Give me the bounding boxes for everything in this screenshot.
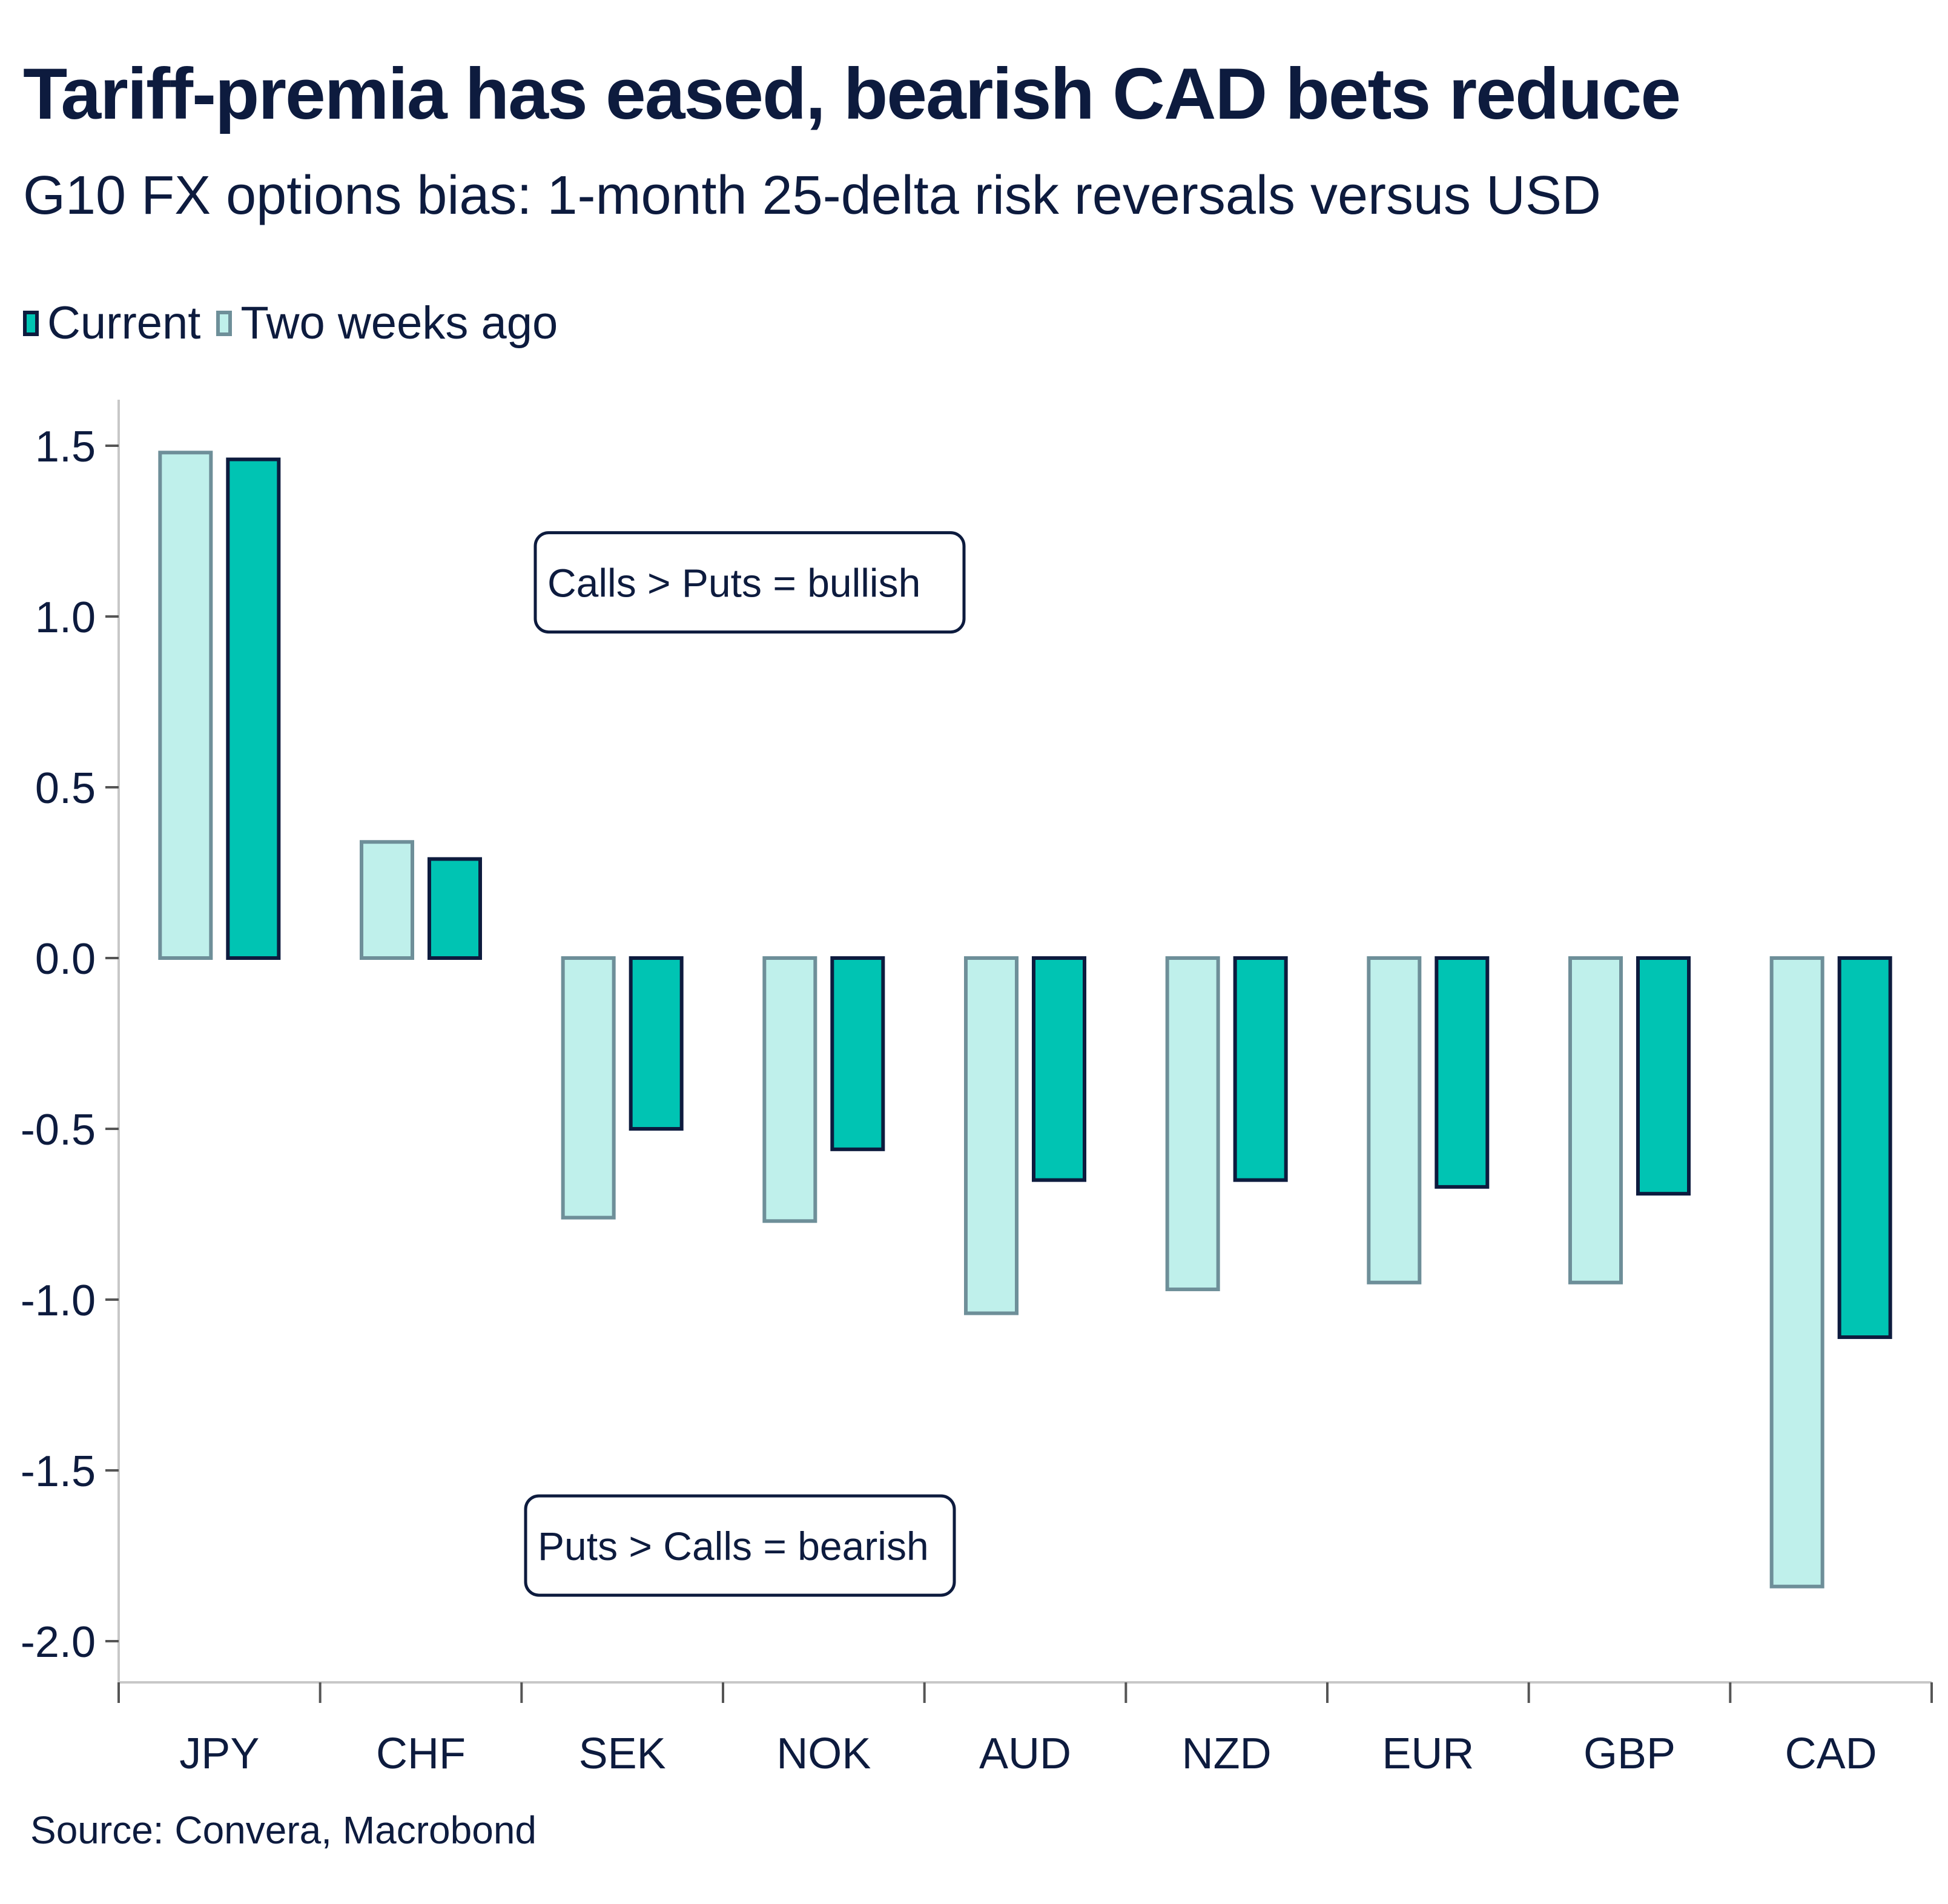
bar-two-weeks-ago-sek (561, 956, 616, 1220)
x-category-label: GBP (1583, 1730, 1676, 1778)
y-tick-label: -1.5 (21, 1447, 96, 1496)
bar-current-jpy (226, 457, 281, 960)
bar-two-weeks-ago-cad (1769, 956, 1824, 1588)
chart-subtitle: G10 FX options bias: 1-month 25-delta ri… (23, 165, 1602, 226)
x-category-label: NOK (776, 1730, 871, 1778)
x-category-label: SEK (579, 1730, 666, 1778)
legend: Current Two weeks ago (23, 297, 573, 349)
y-tick-label: -1.0 (21, 1277, 96, 1325)
bar-current-nok (830, 956, 885, 1151)
legend-item-two-weeks-ago: Two weeks ago (216, 297, 558, 349)
legend-swatch-current (23, 310, 39, 336)
bar-two-weeks-ago-nzd (1165, 956, 1220, 1292)
y-tick-label: -2.0 (21, 1618, 96, 1667)
y-tick-label: 1.0 (35, 593, 96, 642)
annotation-text-bullish: Calls > Puts = bullish (547, 561, 920, 606)
bar-current-sek (629, 956, 684, 1131)
y-tick-label: 0.0 (35, 935, 96, 983)
bar-two-weeks-ago-chf (360, 840, 414, 960)
bar-current-gbp (1636, 956, 1691, 1196)
x-category-label: CAD (1785, 1730, 1877, 1778)
legend-swatch-two-weeks-ago (216, 310, 233, 336)
annotation-text-bearish: Puts > Calls = bearish (538, 1524, 929, 1568)
y-tick-label: 1.5 (35, 423, 96, 471)
annotation-box-bearish (524, 1494, 956, 1597)
y-tick-label: -0.5 (21, 1106, 96, 1154)
x-category-label: CHF (376, 1730, 466, 1778)
x-category-label: AUD (979, 1730, 1071, 1778)
bar-current-aud (1032, 956, 1086, 1182)
x-category-label: JPY (179, 1730, 259, 1778)
bar-current-eur (1435, 956, 1490, 1189)
bar-current-nzd (1233, 956, 1288, 1182)
legend-label-current: Current (47, 297, 201, 349)
bar-current-chf (428, 857, 482, 960)
legend-item-current: Current (23, 297, 200, 349)
bar-two-weeks-ago-nok (762, 956, 817, 1223)
bar-two-weeks-ago-jpy (158, 451, 213, 960)
chart-title: Tariff-premia has eased, bearish CAD bet… (23, 53, 1681, 134)
bar-current-cad (1837, 956, 1892, 1340)
x-category-label: NZD (1182, 1730, 1272, 1778)
source-note: Source: Convera, Macrobond (30, 1808, 537, 1852)
x-category-label: EUR (1382, 1730, 1474, 1778)
y-tick-label: 0.5 (35, 764, 96, 813)
bar-two-weeks-ago-eur (1367, 956, 1422, 1284)
legend-label-two-weeks-ago: Two weeks ago (240, 297, 558, 349)
annotation-box-bullish (533, 531, 966, 634)
bar-two-weeks-ago-gbp (1568, 956, 1623, 1284)
bar-two-weeks-ago-aud (964, 956, 1019, 1315)
